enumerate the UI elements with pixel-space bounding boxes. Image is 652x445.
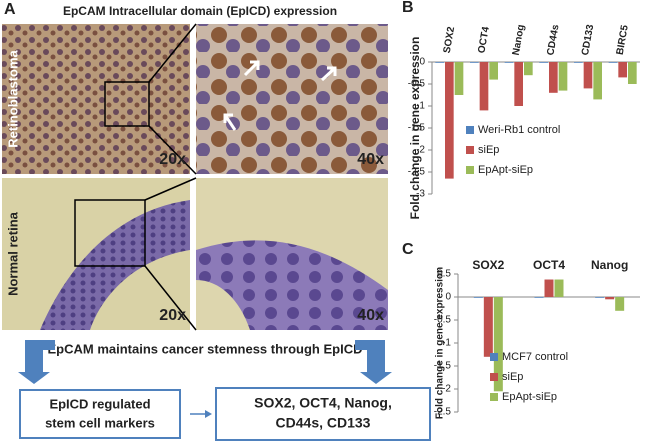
box-text: CD44s, CD133 (276, 415, 371, 431)
y-tick-label: -0.5 (408, 79, 426, 90)
bar (558, 62, 568, 91)
retina-layer (40, 200, 190, 330)
bar (595, 297, 605, 298)
magnification: 20x (159, 307, 186, 324)
bar (524, 62, 533, 76)
legend-swatch (490, 393, 498, 401)
bar (489, 62, 498, 80)
bar (483, 297, 493, 357)
y-axis-title: Fold change in gene expression (408, 37, 422, 220)
legend-swatch (466, 146, 474, 154)
bar (618, 62, 627, 78)
zoom-line (144, 265, 197, 331)
legend-label: MCF7 control (502, 351, 568, 363)
panel-label: B (402, 0, 414, 16)
bar (539, 62, 548, 63)
legend-label: siEp (478, 144, 499, 156)
legend-label: Weri-Rb1 control (478, 124, 560, 136)
zoom-line (144, 177, 197, 201)
zoom-line (148, 23, 197, 83)
bar (574, 62, 583, 63)
bar (435, 62, 444, 63)
legend-label: EpApt-siEp (502, 391, 557, 403)
y-tick-label: -2.5 (434, 407, 452, 418)
bar (554, 279, 564, 297)
y-tick-label: -3 (416, 189, 425, 200)
legend-swatch (490, 353, 498, 361)
y-tick-label: -2 (416, 145, 425, 156)
x-tick-label: Nanog (591, 258, 628, 272)
panel-title: EpCAM Intracellular domain (EpICD) expre… (63, 4, 337, 18)
y-tick-label: -0.5 (434, 315, 452, 326)
legend-label: EpApt-siEp (478, 164, 533, 176)
y-tick-label: -2.5 (408, 167, 426, 178)
bar (605, 297, 615, 300)
x-tick-label: BIRC5 (615, 24, 631, 56)
x-tick-label: SOX2 (442, 26, 458, 55)
y-tick-label: 0 (445, 292, 451, 303)
x-tick-label: SOX2 (472, 258, 504, 272)
bar (493, 297, 503, 392)
magnification: 20x (159, 151, 186, 168)
bar (583, 62, 593, 89)
right-box (215, 387, 431, 441)
bar (445, 62, 454, 179)
y-tick-label: -1.5 (408, 123, 426, 134)
y-tick-label: -1.5 (434, 361, 452, 372)
bar (454, 62, 464, 95)
x-tick-label: OCT4 (533, 258, 565, 272)
flow-arrow (18, 340, 55, 384)
micrographs (2, 23, 388, 331)
image-rb-20x (2, 24, 190, 174)
panel-label: C (402, 241, 414, 258)
zoom-box (74, 199, 146, 267)
bar (479, 62, 489, 111)
legend-swatch (466, 126, 474, 134)
zoom-box (104, 81, 150, 127)
y-tick-label: -1 (416, 101, 425, 112)
row-label: Retinoblastoma (5, 49, 20, 147)
zoom-line (148, 125, 197, 175)
retina-layer-zoom (196, 240, 388, 330)
bar (470, 62, 479, 63)
x-tick-label: CD44s (545, 23, 561, 56)
arrows (223, 60, 337, 131)
bar (593, 62, 602, 100)
legend-swatch (466, 166, 474, 174)
connector-head (205, 410, 212, 418)
box-text: stem cell markers (45, 415, 155, 430)
image-rb-40x (196, 24, 388, 174)
legend-swatch (490, 373, 498, 381)
y-tick-label: 0 (419, 57, 425, 68)
x-tick-label: CD133 (580, 23, 596, 56)
x-tick-label: Nanog (511, 24, 527, 57)
panel-label: A (4, 1, 16, 18)
row-label: Normal retina (5, 211, 20, 296)
magnification: 40x (357, 307, 384, 324)
box-text: EpICD regulated (49, 396, 150, 411)
legend-label: siEp (502, 371, 523, 383)
bar (549, 62, 558, 93)
bar (628, 62, 637, 84)
y-tick-label: -1 (442, 338, 451, 349)
bar (544, 279, 554, 297)
statement: EpCAM maintains cancer stemness through … (48, 341, 363, 356)
left-box (19, 389, 181, 439)
bar (534, 297, 544, 298)
magnification: 40x (357, 151, 384, 168)
x-tick-label: OCT4 (476, 26, 492, 55)
bar (473, 297, 483, 298)
bar (514, 62, 523, 106)
bar (608, 62, 618, 63)
bar (504, 62, 514, 63)
bar (615, 297, 625, 311)
flow-arrow (355, 340, 392, 384)
y-tick-label: 0.5 (437, 269, 451, 280)
y-tick-label: -2 (442, 384, 451, 395)
y-axis-title: Fold change in gene expression (435, 267, 446, 419)
box-text: SOX2, OCT4, Nanog, (254, 395, 392, 411)
